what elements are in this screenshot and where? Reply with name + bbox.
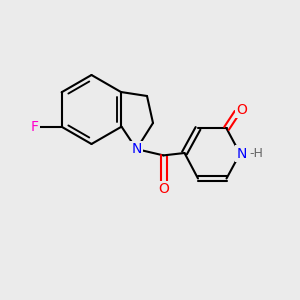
Text: N: N [131,142,142,156]
Text: O: O [236,103,247,116]
Text: -H: -H [250,147,263,160]
Text: O: O [158,182,169,196]
Text: F: F [31,120,38,134]
Text: N: N [236,147,247,160]
